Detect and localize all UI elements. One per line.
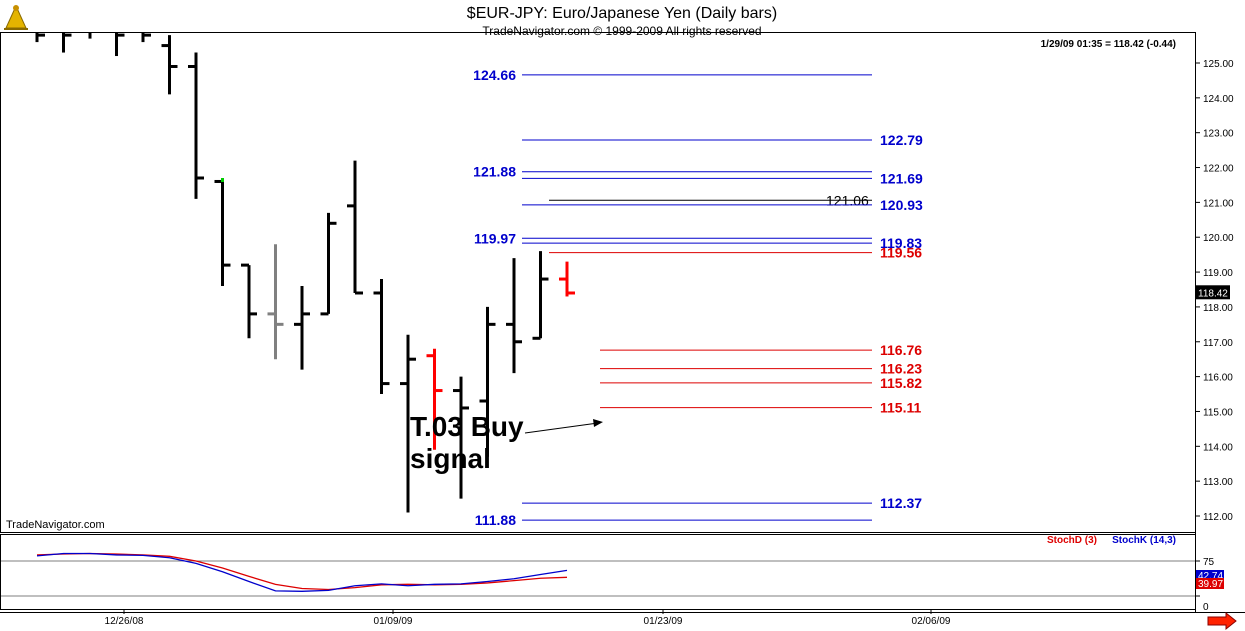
price-panel-frame <box>0 32 1196 533</box>
level-label: 119.97 <box>474 230 516 246</box>
stoch-k-value-box <box>1196 570 1224 580</box>
annotation-arrow-head <box>593 419 603 427</box>
watermark-text: TradeNavigator.com <box>6 519 105 531</box>
level-label: 116.23 <box>880 361 922 377</box>
level-label: 116.76 <box>880 342 922 358</box>
sextant-logo-icon <box>4 4 28 30</box>
y-tick-label: 113.00 <box>1203 477 1233 488</box>
level-label: 112.37 <box>880 495 922 511</box>
level-label: 119.56 <box>880 245 922 261</box>
chart-title: $EUR-JPY: Euro/Japanese Yen (Daily bars) <box>467 5 777 22</box>
annotation-line2: signal <box>410 443 491 474</box>
x-tick-label: 01/23/09 <box>644 616 683 627</box>
last-price-box <box>1196 285 1230 300</box>
y-tick-label: 115.00 <box>1203 407 1233 418</box>
level-label: 121.88 <box>473 164 516 180</box>
stoch-k-value-label: 42.74 <box>1198 571 1223 582</box>
level-label: 122.79 <box>880 132 923 148</box>
stoch-tick-label: 0 <box>1203 602 1209 613</box>
level-label: 119.83 <box>880 235 922 251</box>
x-tick-label: 02/06/09 <box>912 616 951 627</box>
y-tick-label: 124.00 <box>1203 94 1234 105</box>
annotation-line1: T.03 Buy <box>410 411 524 442</box>
stoch-panel-frame <box>0 534 1196 610</box>
stoch-tick-label: 75 <box>1203 557 1215 568</box>
annotation-arrow-line <box>524 422 599 434</box>
level-label: 115.82 <box>880 375 922 391</box>
y-tick-label: 123.00 <box>1203 129 1234 140</box>
stoch-d-value-box <box>1196 578 1224 589</box>
y-tick-label: 121.00 <box>1203 198 1234 209</box>
copyright-text: TradeNavigator.com © 1999-2009 All right… <box>482 24 761 38</box>
y-tick-label: 120.00 <box>1203 233 1234 244</box>
last-quote-text: 1/29/09 01:35 = 118.42 (-0.44) <box>1041 39 1176 50</box>
stoch-line <box>36 552 568 592</box>
level-label: 120.93 <box>880 197 923 213</box>
level-label: 121.69 <box>880 170 923 186</box>
x-tick-label: 01/09/09 <box>374 616 413 627</box>
y-tick-label: 119.00 <box>1203 268 1233 279</box>
scroll-right-arrow-icon[interactable] <box>1207 611 1237 631</box>
annotation-arrow <box>524 419 603 434</box>
stoch-line <box>36 552 568 591</box>
level-label: 121.06 <box>826 192 869 208</box>
last-price-label: 118.42 <box>1198 288 1228 299</box>
stoch-d-value-label: 39.97 <box>1198 579 1223 590</box>
y-tick-label: 125.00 <box>1203 59 1234 70</box>
level-label: 111.88 <box>475 512 516 528</box>
level-label: 124.66 <box>473 67 516 83</box>
y-tick-label: 122.00 <box>1203 164 1234 175</box>
y-tick-label: 112.00 <box>1203 512 1233 523</box>
y-tick-label: 118.00 <box>1203 303 1233 314</box>
y-tick-label: 116.00 <box>1203 373 1233 384</box>
level-label: 115.11 <box>880 400 921 416</box>
legend-stoch-d: StochD (3) <box>1047 535 1097 546</box>
x-tick-label: 12/26/08 <box>105 616 144 627</box>
y-tick-label: 117.00 <box>1203 338 1233 349</box>
y-tick-label: 114.00 <box>1203 442 1233 453</box>
legend-stoch-k: StochK (14,3) <box>1112 535 1176 546</box>
